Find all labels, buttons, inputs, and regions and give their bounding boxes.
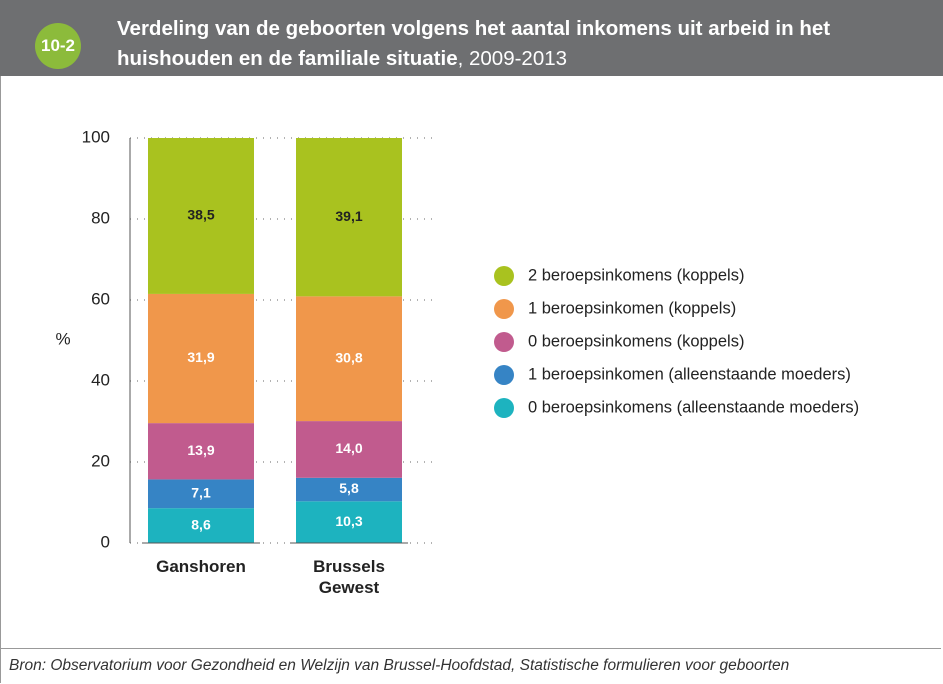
legend-label: 2 beroepsinkomens (koppels)	[528, 266, 744, 284]
data-label: 38,5	[187, 207, 214, 223]
bar-segment	[296, 421, 402, 478]
x-tick-label: Ganshoren	[156, 557, 246, 576]
title-block: Verdeling van de geboorten volgens het a…	[117, 14, 932, 74]
y-tick-label: 0	[101, 532, 110, 551]
bar-segment	[296, 501, 402, 543]
legend-swatch	[494, 266, 514, 286]
data-label: 8,6	[191, 516, 211, 532]
data-label: 13,9	[187, 442, 214, 458]
bar-segment	[148, 423, 254, 480]
legend-swatch	[494, 398, 514, 418]
legend-swatch	[494, 299, 514, 319]
legend-swatch	[494, 365, 514, 385]
bar-segment	[148, 293, 254, 424]
y-tick-label: 20	[91, 451, 110, 470]
bar-segment	[148, 138, 254, 294]
y-axis-label: %	[55, 329, 70, 348]
data-label: 31,9	[187, 349, 214, 365]
chart-subtitle: , 2009-2013	[457, 47, 568, 70]
source: Bron: Observatorium voor Gezondheid en W…	[0, 648, 941, 683]
figure-number: 10-2	[35, 23, 81, 69]
bar-segment	[148, 508, 254, 543]
bar-segment	[296, 138, 402, 297]
header: 10-2 Verdeling van de geboorten volgens …	[0, 0, 943, 76]
y-tick-label: 100	[82, 127, 110, 146]
y-tick-label: 40	[91, 370, 110, 389]
y-tick-label: 60	[91, 289, 110, 308]
frame	[0, 76, 942, 648]
chart-title: Verdeling van de geboorten volgens het a…	[117, 17, 831, 70]
data-label: 30,8	[335, 349, 362, 365]
legend-swatch	[494, 332, 514, 352]
data-label: 7,1	[191, 484, 211, 500]
legend-label: 1 beroepsinkomen (alleenstaande moeders)	[528, 365, 851, 383]
data-label: 10,3	[335, 513, 362, 529]
data-label: 5,8	[339, 480, 359, 496]
bar-segment	[296, 477, 402, 502]
y-tick-label: 80	[91, 208, 110, 227]
legend-label: 1 beroepsinkomen (koppels)	[528, 299, 736, 317]
data-label: 14,0	[335, 440, 362, 456]
legend-label: 0 beroepsinkomens (alleenstaande moeders…	[528, 398, 859, 416]
data-label: 39,1	[335, 208, 362, 224]
legend-label: 0 beroepsinkomens (koppels)	[528, 332, 744, 350]
bar-segment	[296, 296, 402, 422]
bar-segment	[148, 479, 254, 509]
x-tick-label: Brussels Gewest	[313, 557, 385, 597]
